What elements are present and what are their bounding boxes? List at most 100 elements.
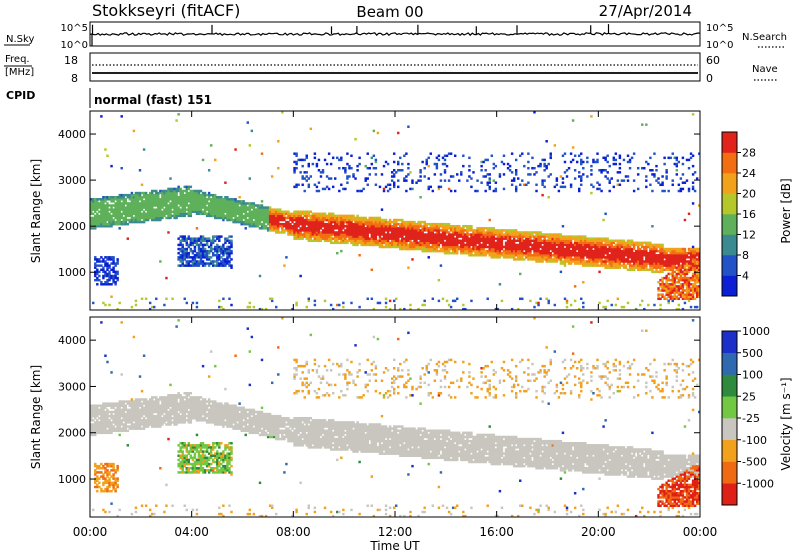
power-cell: [419, 220, 422, 224]
power-cell: [401, 241, 404, 245]
power-cell: [203, 256, 207, 259]
power-cell: [401, 243, 404, 247]
power-cell: [523, 243, 526, 247]
power-cell: [116, 262, 119, 265]
power-cell: [592, 237, 595, 240]
power-cell: [482, 247, 485, 251]
power-cell: [336, 235, 339, 238]
power-cell: [138, 218, 142, 222]
power-cell: [407, 245, 410, 249]
power-cell: [453, 249, 457, 253]
power-cell: [138, 210, 142, 213]
power-cell: [283, 218, 286, 222]
power-cell: [165, 202, 168, 205]
power-cell: [169, 193, 172, 197]
power-cell: [336, 241, 339, 245]
power-cell: [155, 202, 158, 205]
power-cell: [514, 169, 518, 172]
power-cell: [356, 218, 359, 222]
power-cell: [435, 164, 439, 168]
power-cell: [468, 229, 471, 232]
power-cell: [201, 245, 205, 249]
power-cell: [569, 185, 573, 189]
nave-tick-bottom: 0: [706, 72, 713, 85]
power-cell: [482, 245, 485, 249]
power-cell: [447, 243, 451, 247]
power-cell: [354, 227, 357, 230]
power-cell: [600, 262, 603, 265]
power-cell: [575, 254, 579, 257]
power-cell: [588, 239, 591, 242]
power-cell: [293, 166, 296, 170]
power-cell: [220, 214, 223, 218]
power-cell: [106, 264, 109, 267]
power-cell: [122, 216, 125, 220]
power-cell: [594, 258, 597, 261]
power-cell: [527, 241, 530, 245]
power-cell: [140, 206, 144, 209]
power-cell: [618, 264, 622, 267]
power-cell: [441, 245, 445, 249]
power-cell: [397, 235, 400, 238]
power-cell: [116, 206, 119, 209]
power-cell: [258, 274, 262, 278]
power-cell: [472, 237, 475, 240]
power-cell: [372, 129, 376, 133]
power-cell: [138, 212, 142, 216]
power-cell: [553, 245, 557, 249]
power-cell: [484, 227, 487, 230]
power-cell: [470, 235, 473, 238]
power-cell: [567, 247, 571, 251]
power-cell: [277, 222, 280, 226]
power-cell: [216, 262, 219, 265]
power-cell: [480, 233, 483, 236]
power-cell: [405, 220, 408, 224]
power-cell: [370, 231, 374, 234]
power-cell: [90, 227, 93, 230]
power-cell: [124, 218, 127, 222]
power-cell: [429, 233, 432, 236]
power-cell: [124, 200, 127, 203]
power-cell: [273, 227, 276, 230]
power-cell: [458, 239, 461, 242]
power-cell: [260, 208, 264, 211]
power-cell: [264, 225, 268, 228]
power-cell: [600, 189, 603, 193]
power-cell: [212, 254, 215, 257]
power-cell: [224, 264, 227, 267]
power-cell: [557, 235, 561, 238]
power-cell: [431, 225, 435, 228]
power-cell: [543, 243, 546, 247]
power-cell: [222, 200, 225, 203]
power-cell: [600, 264, 603, 267]
power-cell: [608, 164, 611, 168]
power-cell: [437, 237, 441, 240]
power-cell: [476, 241, 479, 245]
power-cell: [120, 204, 123, 207]
power-cell: [529, 239, 532, 242]
power-cell: [148, 195, 152, 199]
power-cell: [201, 198, 205, 201]
power-cell: [413, 237, 416, 240]
power-cell: [380, 208, 384, 211]
power-cell: [338, 237, 341, 240]
power-cell: [565, 256, 569, 259]
power-cell: [199, 202, 203, 205]
power-cell: [161, 214, 164, 218]
power-cell: [342, 225, 345, 228]
power-cell: [216, 249, 219, 253]
power-cell: [555, 239, 559, 242]
power-cell: [547, 237, 550, 240]
power-cell: [578, 239, 581, 242]
power-cell: [189, 189, 193, 193]
power-cell: [191, 251, 195, 255]
power-cell: [608, 243, 611, 247]
power-cell: [541, 193, 544, 197]
power-cell: [606, 237, 609, 240]
power-cell: [130, 198, 134, 201]
power-cell: [466, 227, 469, 230]
power-cell: [358, 241, 361, 245]
power-cell: [228, 204, 231, 207]
power-cell: [453, 231, 457, 234]
power-cell: [209, 241, 213, 245]
